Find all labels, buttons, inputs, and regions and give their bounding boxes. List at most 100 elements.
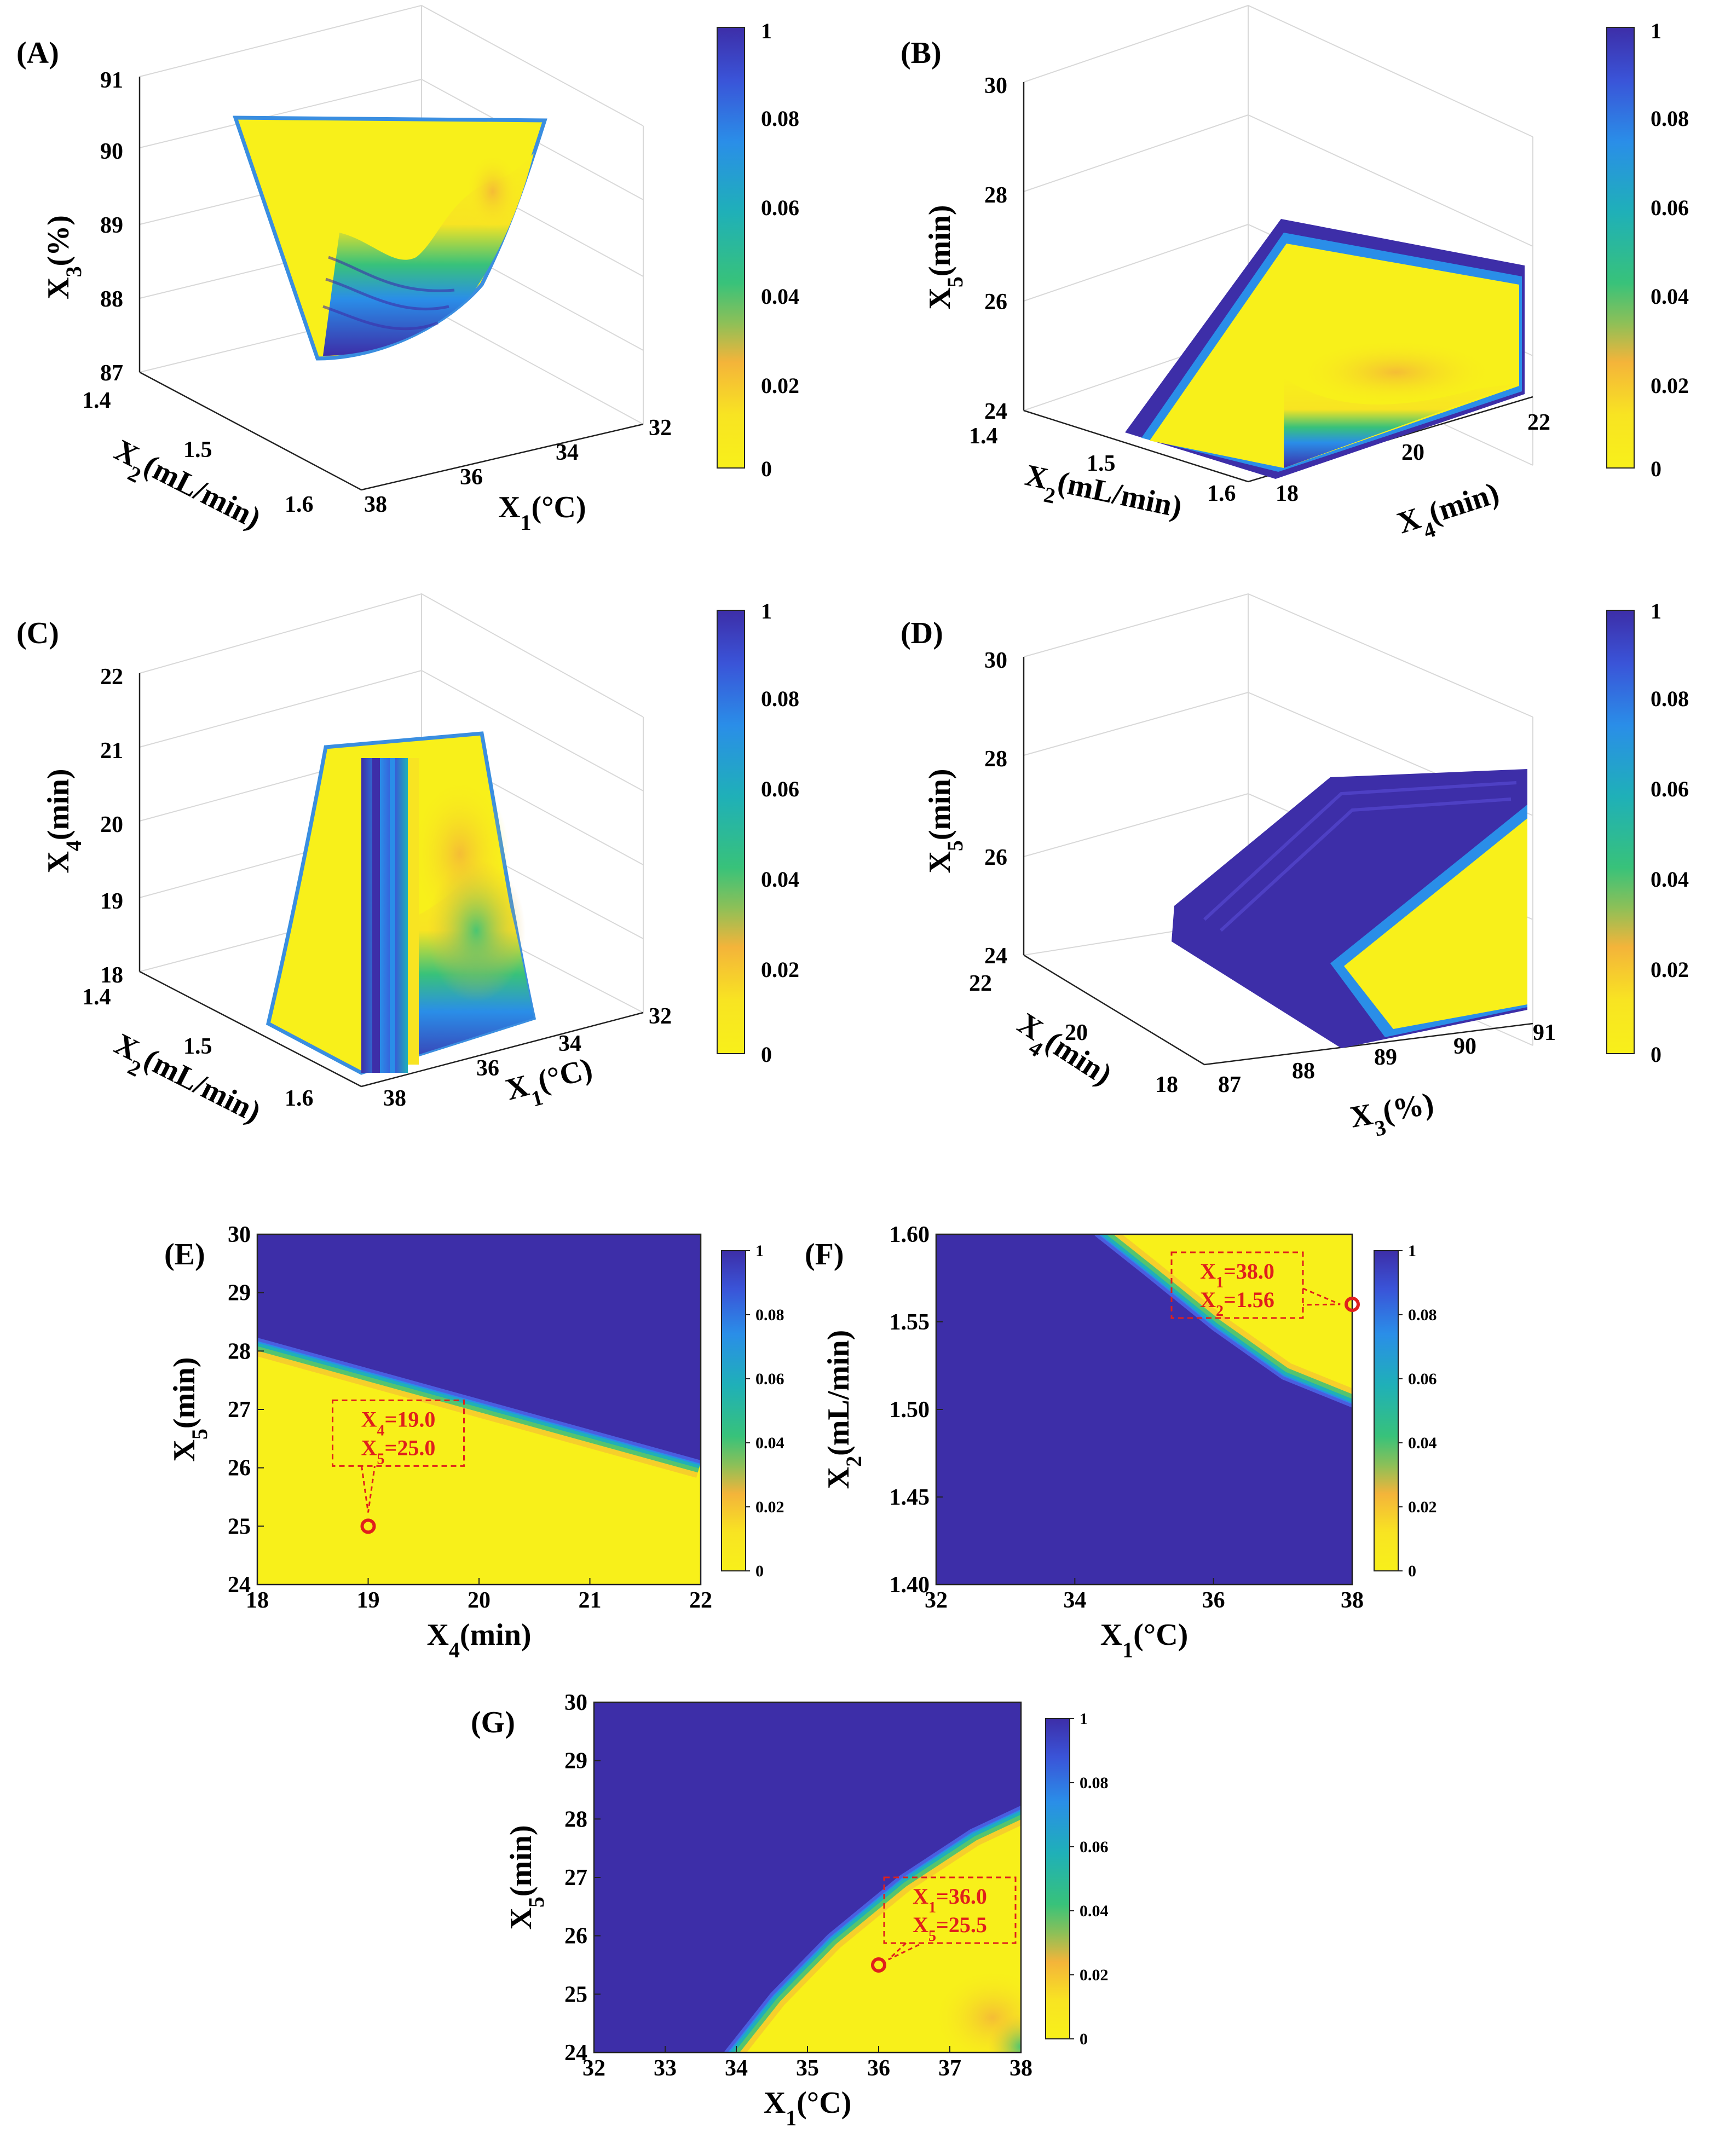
axis-lines-d	[1023, 657, 1533, 1066]
axis-lines-a	[139, 77, 644, 491]
infeasible-region	[594, 1702, 1021, 2053]
tick-label: 18	[1276, 481, 1299, 506]
colorbar-tick: 0.06	[1651, 777, 1689, 801]
x-tick-label: 18	[246, 1588, 269, 1613]
annotation-pointer	[887, 1942, 923, 1961]
x-tick-label: 32	[925, 1588, 948, 1613]
panel-label: (G)	[471, 1706, 515, 1739]
colorbar-tick-label: 0.02	[1080, 1966, 1109, 1984]
y-tick-label: 1.55	[890, 1310, 930, 1335]
y-tick-label: 29	[228, 1281, 251, 1306]
y-ticks-b: 1.4 1.5 1.6	[969, 424, 1236, 506]
y-tick-label: 1.50	[890, 1397, 930, 1423]
z-ticks-a: 91 90 89 88 87	[100, 68, 123, 386]
x-tick-label: 36	[867, 2056, 890, 2081]
y-axis-label: X5(min)	[504, 1825, 549, 1929]
tick-label: 91	[1533, 1020, 1556, 1045]
colorbar-tick-label: 0	[1408, 1562, 1416, 1580]
colorbar-tick-label: 0.06	[755, 1370, 784, 1388]
x-tick-label: 32	[582, 2056, 605, 2081]
optimum-point	[871, 1957, 886, 1973]
colorbar-tick-label: 1	[1408, 1242, 1416, 1260]
y-tick-label: 1.40	[890, 1573, 930, 1598]
y-tick-label: 24	[228, 1573, 251, 1598]
y-tick-label: 28	[564, 1807, 587, 1832]
boundary-edge	[724, 1806, 1021, 2053]
tick-label: 87	[100, 361, 123, 386]
x-tick-label: 38	[1009, 2056, 1032, 2081]
low-value-zone	[988, 2014, 1021, 2053]
colorbar-tick: 0.04	[1651, 867, 1689, 892]
colorbar-tick: 0	[761, 456, 772, 481]
annotation-line-2: X2=1.56	[1200, 1287, 1274, 1320]
y-tick-label: 24	[564, 2041, 587, 2066]
colorbar-a: 1 0.08 0.06 0.04 0.02 0	[717, 19, 799, 481]
colorbar-tick: 1	[1651, 19, 1661, 43]
axis-label-x-d: X3(%)	[1347, 1086, 1438, 1145]
annotation-box	[332, 1399, 465, 1467]
tick-label: 20	[100, 812, 123, 837]
panel-b: (B) 30 28 26 24	[901, 4, 1689, 550]
tick-label: 1.5	[183, 1034, 212, 1059]
colorbar-tick: 0.08	[1651, 686, 1689, 711]
x-axis-label: X1(°C)	[1100, 1618, 1189, 1662]
axis-label-x-a: X1(°C)	[498, 490, 586, 535]
colorbar-scale	[717, 610, 745, 1054]
tick-label: 1.4	[82, 985, 111, 1010]
colorbar-c: 1 0.08 0.06 0.04 0.02 0	[717, 599, 799, 1067]
tick-label: 18	[1155, 1072, 1178, 1097]
surface-a	[233, 115, 547, 361]
z-ticks-d: 30 28 26 24	[984, 648, 1007, 969]
axis-label-z-b: X5(min)	[923, 205, 967, 309]
tick-label: 30	[984, 73, 1007, 99]
axis-label-x-b: X4(min)	[1393, 476, 1507, 550]
x-tick-label: 19	[357, 1588, 380, 1613]
heatmap-field	[257, 1234, 701, 1585]
colorbar-tick: 1	[761, 599, 772, 623]
x-tick-label: 34	[725, 2056, 748, 2081]
colorbar-tick: 0.02	[1651, 957, 1689, 982]
colorbar-b: 1 0.08 0.06 0.04 0.02 0	[1606, 19, 1689, 481]
colorbar-tick-label: 1	[755, 1242, 764, 1260]
x-tick-label: 38	[1341, 1588, 1364, 1613]
tick-label: 91	[100, 68, 123, 93]
tick-label: 32	[649, 1004, 672, 1029]
colorbar-tick: 0.06	[761, 195, 799, 220]
heatmap-field	[594, 1702, 1021, 2053]
annotation-line-1: X1=38.0	[1200, 1259, 1274, 1291]
surface-c	[266, 731, 536, 1075]
tick-label: 21	[100, 738, 123, 764]
tick-label: 89	[100, 213, 123, 238]
colorbar-tick: 0.04	[1651, 284, 1689, 309]
panel-c: (C) 2	[16, 593, 799, 1130]
y-tick-label: 26	[564, 1924, 587, 1949]
tick-label: 1.6	[285, 492, 314, 517]
x-tick-label: 36	[1202, 1588, 1225, 1613]
tick-label: 34	[556, 440, 579, 465]
annotation-line-2: X5=25.0	[361, 1435, 436, 1467]
y-tick-label: 1.45	[890, 1485, 930, 1510]
colorbar-tick-label: 0.08	[755, 1306, 784, 1324]
colorbar-tick-label: 0.06	[1408, 1370, 1437, 1388]
colorbar-tick: 0.04	[761, 867, 799, 892]
axis-lines-c	[139, 673, 644, 1088]
tick-label: 26	[984, 845, 1007, 870]
axis-label-y-d: X4(min)	[1006, 1007, 1118, 1101]
colorbar-tick: 0.02	[761, 373, 799, 398]
colorbar-tick: 1	[761, 19, 772, 43]
colorbar-tick-label: 0	[1080, 2030, 1088, 2048]
panel-label-b: (B)	[901, 36, 942, 70]
tick-label: 1.4	[82, 388, 111, 413]
y-axis-label: X2(mL/min)	[822, 1330, 866, 1489]
tick-label: 24	[984, 944, 1007, 969]
tick-label: 28	[984, 747, 1007, 772]
tick-label: 38	[383, 1086, 406, 1111]
optimum-point	[1345, 1297, 1360, 1312]
colorbar-tick: 0.02	[761, 957, 799, 982]
colorbar-scale	[1606, 27, 1635, 469]
colorbar-tick-label: 0.04	[1408, 1434, 1437, 1452]
colorbar-tick: 0	[761, 1042, 772, 1067]
y-ticks-c: 1.4 1.5 1.6	[82, 985, 314, 1111]
x-tick-label: 35	[796, 2056, 819, 2081]
colorbar-tick: 0.06	[761, 777, 799, 801]
